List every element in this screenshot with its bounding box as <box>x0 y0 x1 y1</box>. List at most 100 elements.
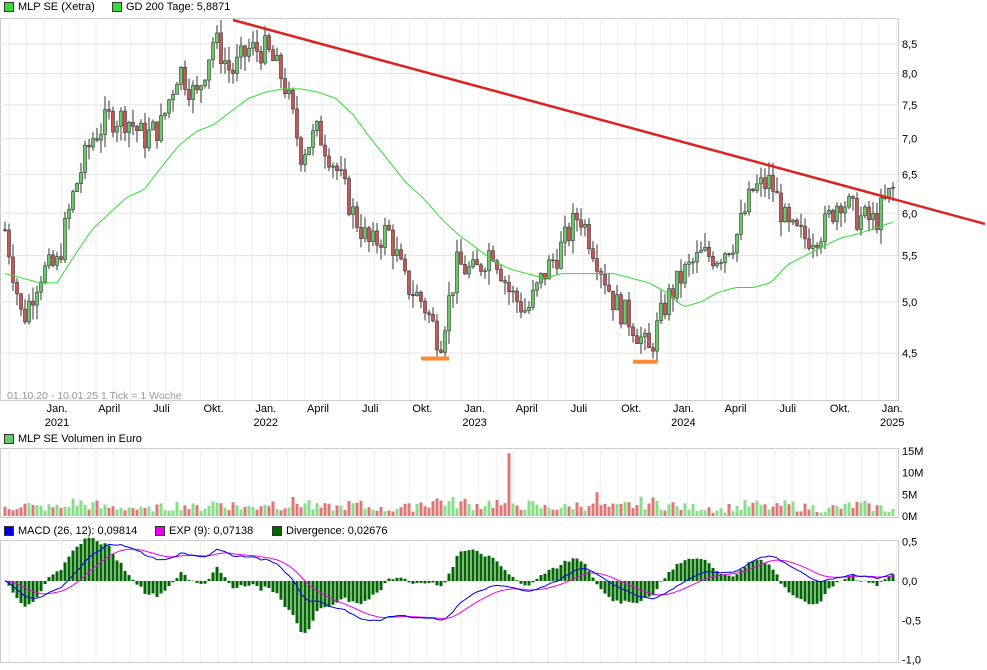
candle-up <box>287 89 291 94</box>
volume-bar <box>291 497 295 516</box>
divergence-bar <box>307 581 311 630</box>
volume-bar <box>807 509 811 516</box>
volume-bar <box>551 509 555 516</box>
divergence-bar <box>835 581 839 583</box>
divergence-bar <box>363 581 367 601</box>
candle-up <box>691 261 695 264</box>
divergence-bar <box>555 568 559 581</box>
divergence-bar <box>135 581 139 585</box>
x-tick-label: April <box>98 403 120 415</box>
candle-up <box>699 249 703 253</box>
candle-up <box>383 225 387 248</box>
candle-down <box>347 178 351 215</box>
x-tick-label: Jan. <box>882 403 903 415</box>
divergence-bar <box>247 581 251 586</box>
divergence-bar <box>243 581 247 587</box>
divergence-bar <box>779 581 783 584</box>
volume-bar <box>399 507 403 516</box>
volume-bar <box>499 505 503 516</box>
volume-bar <box>675 506 679 516</box>
volume-bar <box>531 501 535 516</box>
candle-up <box>783 206 787 223</box>
volume-bar <box>671 502 675 516</box>
volume-bar <box>283 508 287 516</box>
volume-bar <box>95 500 99 516</box>
volume-bar <box>703 510 707 516</box>
candle-up <box>67 209 71 219</box>
divergence-bar <box>91 538 95 581</box>
volume-bar <box>151 511 155 516</box>
divergence-bar <box>887 576 891 581</box>
candle-up <box>203 79 207 87</box>
divergence-bar <box>583 563 587 581</box>
candle-down <box>407 270 411 295</box>
candle-down <box>499 269 503 281</box>
divergence-bar <box>195 581 199 583</box>
candle-down <box>11 256 15 283</box>
candle-up <box>863 206 867 217</box>
divergence-bar <box>35 581 39 598</box>
candle-down <box>323 144 327 157</box>
x-year-label: 2024 <box>671 417 695 429</box>
divergence-bar <box>63 562 67 581</box>
divergence-bar <box>275 581 279 594</box>
divergence-bar <box>227 581 231 584</box>
divergence-bar <box>603 581 607 594</box>
candle-up <box>331 165 335 168</box>
candle-down <box>839 205 843 214</box>
divergence-bar <box>703 559 707 581</box>
candle-down <box>475 259 479 266</box>
volume-bar <box>583 510 587 516</box>
volume-bar <box>303 503 307 516</box>
divergence-bar <box>143 581 147 594</box>
divergence-bar <box>551 567 555 581</box>
volume-bar <box>615 504 619 516</box>
volume-bar <box>443 505 447 516</box>
divergence-bar <box>879 581 883 582</box>
divergence-bar <box>215 566 219 581</box>
divergence-bar <box>503 570 507 581</box>
volume-bar <box>215 502 219 516</box>
x-tick-label: April <box>516 403 538 415</box>
candle-up <box>447 295 451 332</box>
volume-bar <box>527 500 531 516</box>
candle-up <box>139 122 143 132</box>
candle-down <box>751 188 755 191</box>
candle-down <box>543 273 547 280</box>
divergence-bar <box>851 575 855 581</box>
volume-bar <box>479 509 483 516</box>
volume-bar <box>439 500 443 516</box>
volume-bar <box>843 504 847 516</box>
candle-down <box>579 219 583 228</box>
candle-down <box>267 35 271 50</box>
candle-up <box>823 213 827 243</box>
candle-down <box>423 300 427 314</box>
volume-bar <box>719 508 723 516</box>
candle-up <box>191 84 195 100</box>
candle-up <box>571 212 575 241</box>
volume-bar <box>395 508 399 516</box>
candle-up <box>115 126 119 133</box>
volume-bar <box>427 507 431 516</box>
divergence-bar <box>359 581 363 605</box>
candle-down <box>495 260 499 270</box>
volume-bar <box>743 499 747 516</box>
volume-bar <box>867 503 871 516</box>
divergence-bar <box>347 581 351 602</box>
candle-up <box>103 109 107 135</box>
volume-bar <box>659 509 663 516</box>
volume-bar <box>639 496 643 516</box>
divergence-bar <box>639 581 643 601</box>
divergence-bar <box>75 546 79 581</box>
divergence-bar <box>131 579 135 581</box>
range-label: 01.10.20 - 10.01.25 1 Tick = 1 Woche <box>7 390 182 402</box>
candle-down <box>439 349 443 353</box>
candle-up <box>755 183 759 191</box>
candle-up <box>703 246 707 251</box>
candle-up <box>27 300 31 323</box>
divergence-bar <box>303 581 307 633</box>
legend-exp-label: EXP (9): 0,07138 <box>169 525 254 537</box>
volume-bar <box>407 503 411 516</box>
candle-down <box>611 290 615 311</box>
volume-bar <box>55 504 59 516</box>
